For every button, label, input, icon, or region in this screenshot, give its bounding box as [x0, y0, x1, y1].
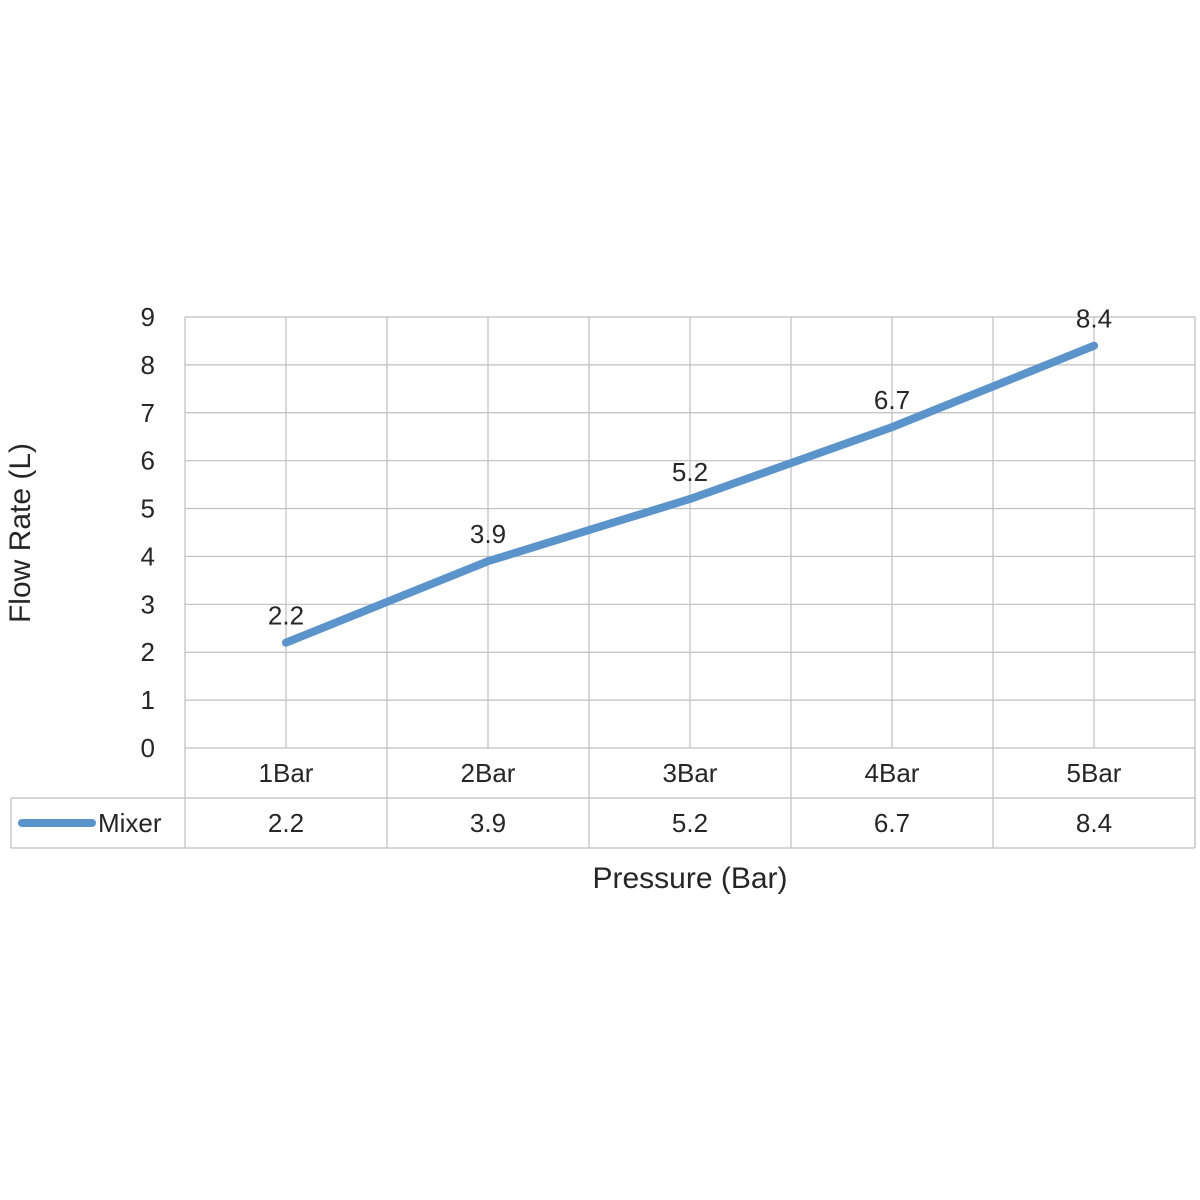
- data-label: 5.2: [672, 457, 708, 487]
- table-cell-value: 8.4: [1076, 808, 1112, 838]
- y-tick-label: 8: [141, 350, 155, 380]
- data-point: [686, 494, 694, 503]
- data-labels: 2.2 3.9 5.2 6.7 8.4: [268, 304, 1112, 631]
- x-tick-label: 1Bar: [259, 758, 314, 788]
- legend-series-name: Mixer: [98, 808, 162, 838]
- y-axis-ticks: 0 1 2 3 4 5 6 7 8 9: [141, 302, 155, 763]
- grid: [184, 316, 1196, 848]
- y-tick-label: 2: [141, 637, 155, 667]
- data-label: 2.2: [268, 601, 304, 631]
- table-cell-value: 6.7: [874, 808, 910, 838]
- x-tick-label: 4Bar: [865, 758, 920, 788]
- x-tick-label: 5Bar: [1067, 758, 1122, 788]
- data-point: [1090, 341, 1098, 350]
- y-tick-label: 9: [141, 302, 155, 332]
- y-tick-label: 6: [141, 446, 155, 476]
- data-point: [282, 638, 290, 647]
- y-tick-label: 1: [141, 685, 155, 715]
- data-label: 8.4: [1076, 304, 1112, 334]
- y-tick-label: 4: [141, 541, 155, 571]
- data-label: 3.9: [470, 519, 506, 549]
- table-cell-value: 3.9: [470, 808, 506, 838]
- data-label: 6.7: [874, 385, 910, 415]
- table-cell-value: 5.2: [672, 808, 708, 838]
- y-tick-label: 3: [141, 589, 155, 619]
- data-point: [888, 423, 896, 432]
- data-table: 1Bar 2Bar 3Bar 4Bar 5Bar 2.2 3.9 5.2 6.7 8.4 Mixer: [10, 748, 1196, 849]
- table-cell-value: 2.2: [268, 808, 304, 838]
- y-tick-label: 5: [141, 494, 155, 524]
- x-tick-label: 3Bar: [663, 758, 718, 788]
- data-point: [484, 557, 492, 566]
- series-layer: [282, 341, 1098, 647]
- x-tick-label: 2Bar: [461, 758, 516, 788]
- y-tick-label: 7: [141, 398, 155, 428]
- y-tick-label: 0: [141, 733, 155, 763]
- x-axis-title: Pressure (Bar): [592, 862, 787, 895]
- y-axis-title: Flow Rate (L): [4, 443, 37, 623]
